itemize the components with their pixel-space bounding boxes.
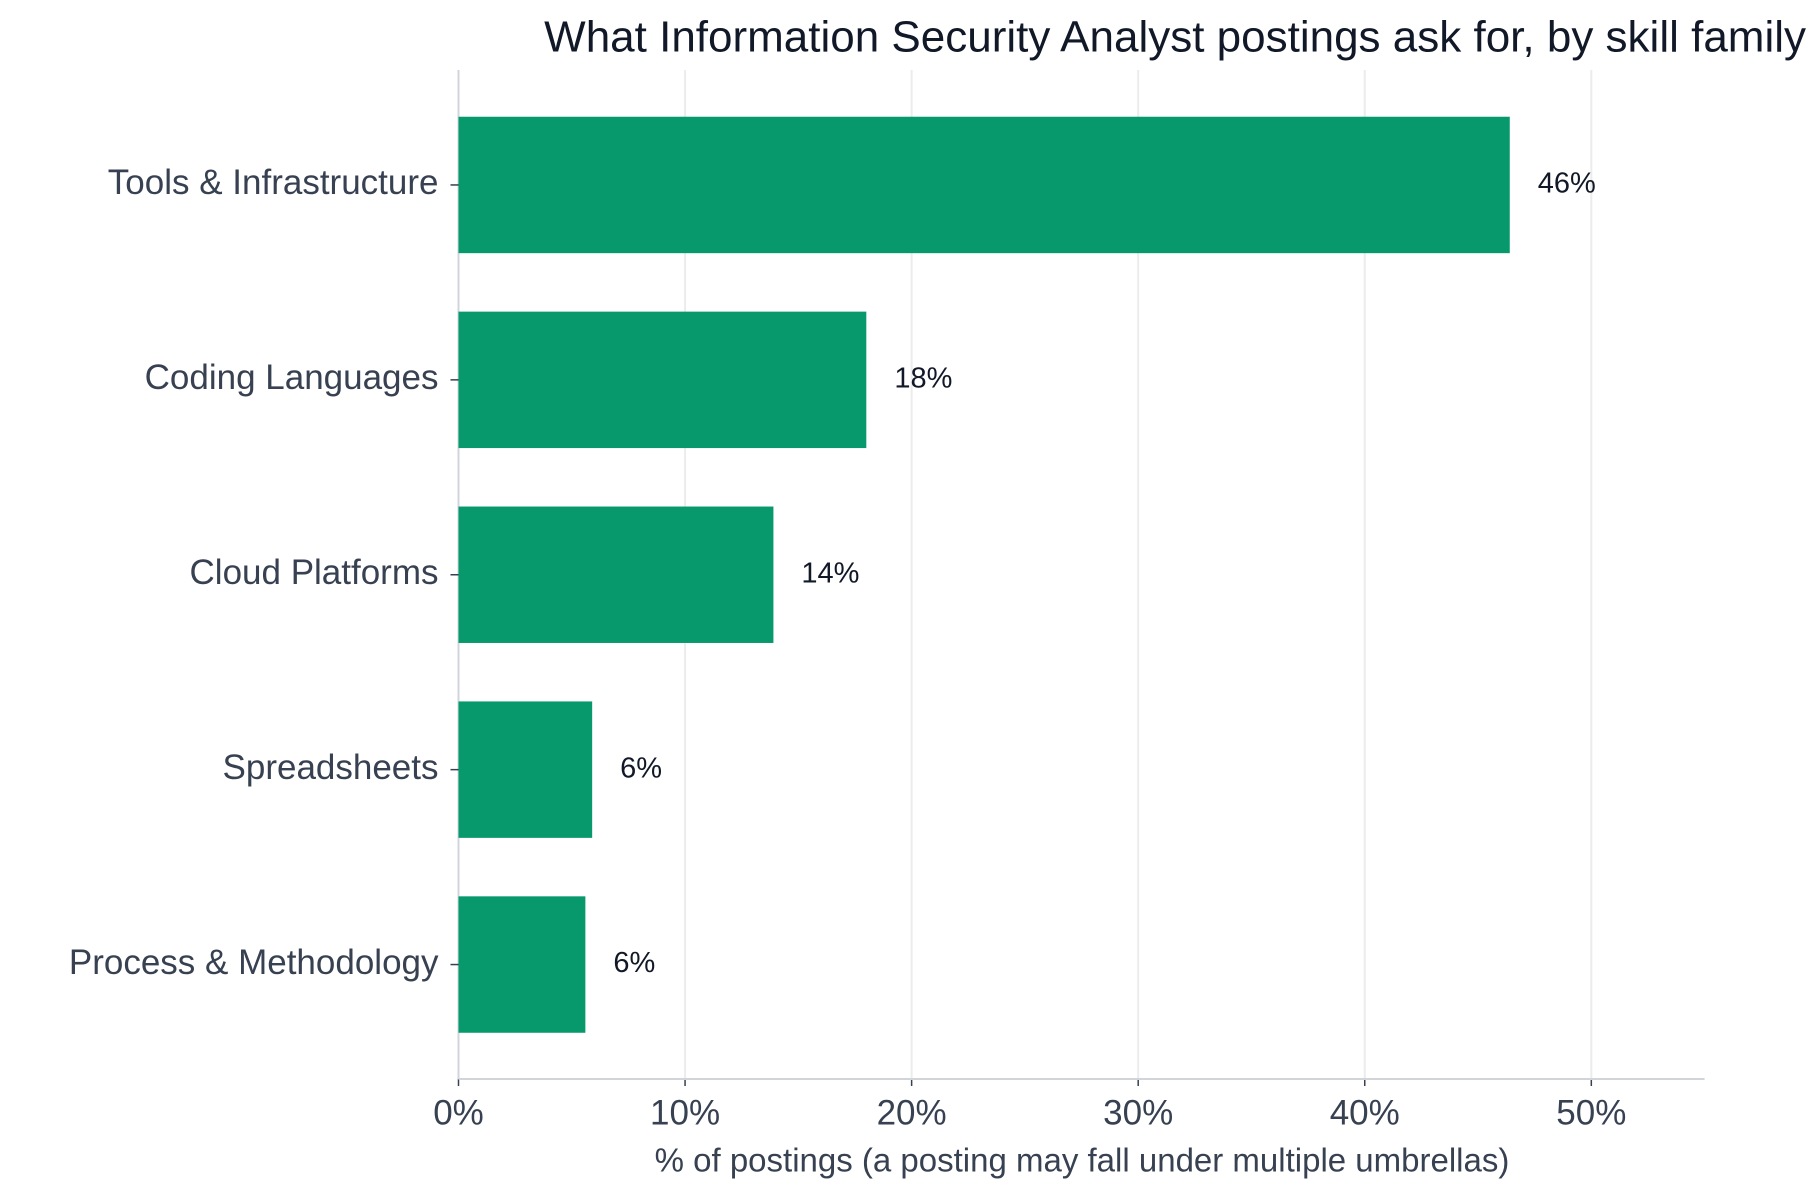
value-label: 14% [801,557,859,589]
x-tick-label: 0% [433,1093,484,1132]
bar [458,896,586,1033]
chart-title: What Information Security Analyst postin… [544,13,1806,62]
x-axis-title: % of postings (a posting may fall under … [655,1142,1510,1179]
value-label: 46% [1538,168,1596,200]
bar [458,506,774,643]
value-label: 6% [613,947,655,979]
y-tick-label: Tools & Infrastructure [108,163,439,202]
y-tick-label: Cloud Platforms [190,553,439,592]
bar [458,701,593,838]
bar [458,311,867,449]
bar [458,116,1510,254]
value-label: 18% [894,363,952,395]
x-tick-label: 50% [1556,1093,1626,1132]
value-label: 6% [620,752,662,784]
x-tick-label: 30% [1103,1093,1173,1132]
y-tick-label: Spreadsheets [223,748,439,787]
y-tick-label: Coding Languages [145,358,439,397]
x-tick-label: 10% [650,1093,720,1132]
x-tick-label: 20% [877,1093,947,1132]
y-tick-label: Process & Methodology [69,943,439,982]
x-tick-label: 40% [1330,1093,1400,1132]
